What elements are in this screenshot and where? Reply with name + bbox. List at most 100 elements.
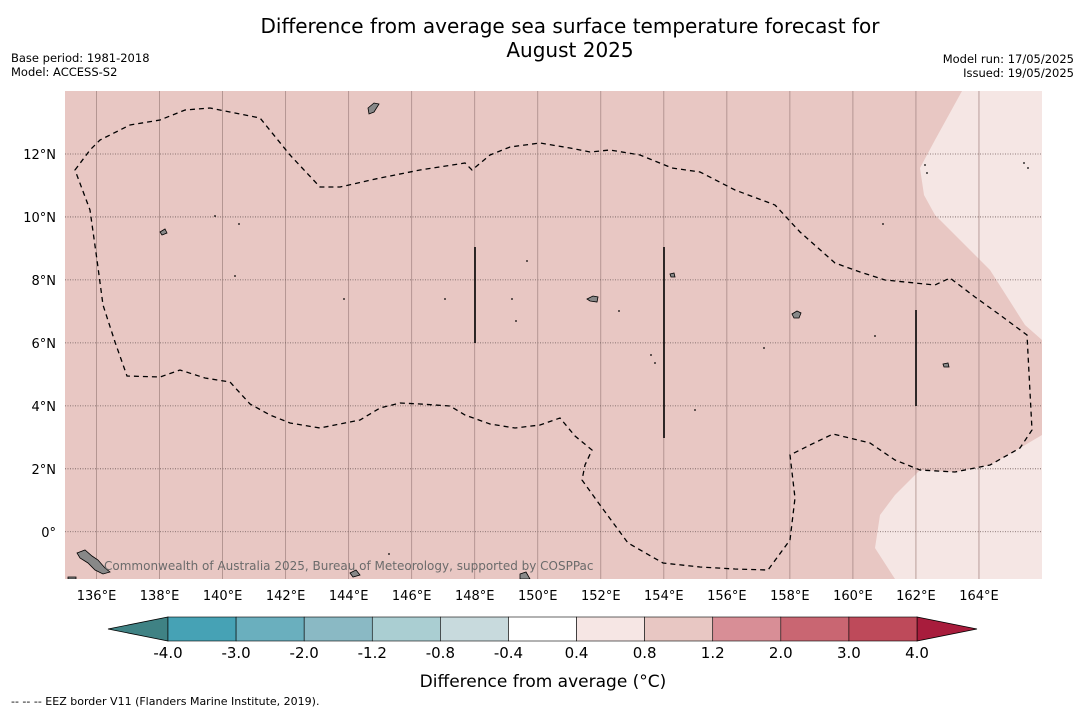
meta-right: Model run: 17/05/2025 Issued: 19/05/2025 (943, 52, 1074, 80)
colorbar-tick-label: 2.0 (769, 644, 793, 662)
colorbar-segment (440, 616, 509, 642)
colorbar-over-arrow (916, 616, 978, 642)
colorbar-tick-label: -0.8 (426, 644, 455, 662)
longitude-label: 154°E (644, 589, 684, 604)
island (669, 272, 676, 278)
boundary-segments (474, 247, 917, 438)
colorbar-tick-label: -1.2 (358, 644, 387, 662)
gridlines (65, 91, 1042, 579)
islet (926, 172, 928, 174)
colorbar-tick-label: -0.4 (494, 644, 523, 662)
longitude-label: 160°E (833, 589, 873, 604)
colorbar-tick-label: 0.4 (565, 644, 589, 662)
islands (67, 102, 950, 579)
colorbar-segment (576, 616, 645, 642)
colorbar-segment (712, 616, 782, 642)
colorbar-tick-label: -2.0 (290, 644, 319, 662)
islet (650, 354, 652, 356)
island (76, 549, 111, 575)
colorbar-tick-label: 1.2 (701, 644, 725, 662)
longitude-label: 164°E (959, 589, 999, 604)
colorbar-segment (167, 616, 237, 642)
latitude-label: 8°N (32, 274, 57, 289)
colorbar-label: Difference from average (°C) (420, 672, 667, 692)
colorbar-tick-label: 3.0 (837, 644, 861, 662)
islet (388, 553, 390, 555)
colorbar-segment (508, 616, 577, 642)
island (367, 102, 380, 115)
ocean-light-region-se (875, 435, 1042, 579)
islet (924, 164, 926, 166)
longitude-label: 146°E (392, 589, 432, 604)
latitude-label: 6°N (32, 337, 57, 352)
longitude-label: 142°E (266, 589, 306, 604)
longitude-label: 152°E (581, 589, 621, 604)
longitude-label: 148°E (455, 589, 495, 604)
islet (515, 320, 517, 322)
colorbar-tick-label: -3.0 (221, 644, 250, 662)
title-line-2: August 2025 (506, 38, 634, 62)
longitude-label: 140°E (203, 589, 243, 604)
longitude-label: 138°E (140, 589, 180, 604)
colorbar-segment (780, 616, 850, 642)
latitude-label: 4°N (32, 400, 57, 415)
islet (874, 335, 876, 337)
longitude-label: 144°E (329, 589, 369, 604)
latitude-label: 10°N (23, 211, 56, 226)
islet (234, 275, 236, 277)
footnote: -- -- -- EEZ border V11 (Flanders Marine… (11, 695, 320, 708)
islet (618, 310, 620, 312)
island (67, 576, 77, 579)
islet (511, 298, 513, 300)
meta-left: Base period: 1981-2018 Model: ACCESS-S2 (11, 51, 150, 79)
islet (526, 260, 528, 262)
colorbar-tick-label: 4.0 (905, 644, 929, 662)
island (586, 295, 599, 303)
eez-border (74, 107, 1033, 571)
island (349, 569, 361, 578)
colorbar-under-arrow (107, 616, 169, 642)
islet (214, 215, 216, 217)
longitude-label: 136°E (77, 589, 117, 604)
base-period: Base period: 1981-2018 (11, 51, 150, 65)
islet (1027, 167, 1029, 169)
latitude-label: 2°N (32, 463, 57, 478)
islet (343, 298, 345, 300)
island (519, 571, 531, 579)
latitude-labels: 12°N 10°N 8°N 6°N 4°N 2°N 0° (23, 148, 56, 541)
islet (694, 409, 696, 411)
longitude-label: 150°E (518, 589, 558, 604)
colorbar: -4.0 -3.0 -2.0 -1.2 -0.8 -0.4 0.4 0.8 1.2 2.0 3.0 4… (107, 616, 978, 662)
issued-date: Issued: 19/05/2025 (963, 66, 1074, 80)
model-run: Model run: 17/05/2025 (942, 52, 1074, 66)
small-islets (214, 162, 1029, 555)
model-name: Model: ACCESS-S2 (11, 65, 118, 79)
islet (1023, 162, 1025, 164)
longitude-label: 158°E (770, 589, 810, 604)
colorbar-segment (848, 616, 918, 642)
colorbar-segment (235, 616, 305, 642)
islet (763, 347, 765, 349)
longitude-label: 162°E (896, 589, 936, 604)
colorbar-segment (371, 616, 441, 642)
colorbar-tick-label: 0.8 (633, 644, 657, 662)
islet (238, 223, 240, 225)
ocean-light-region-ne (920, 91, 1042, 340)
islet (882, 223, 884, 225)
island (791, 310, 802, 319)
colorbar-segment (303, 616, 373, 642)
islet (444, 298, 446, 300)
ocean-main-region (65, 91, 1042, 579)
colorbar-segment (644, 616, 714, 642)
latitude-label: 12°N (23, 148, 56, 163)
island (942, 362, 950, 368)
latitude-label: 0° (41, 526, 56, 541)
map-title: Difference from average sea surface temp… (0, 14, 1085, 62)
copyright-text: Commonwealth of Australia 2025, Bureau o… (104, 559, 594, 573)
colorbar-tick-label: -4.0 (153, 644, 182, 662)
longitude-labels: 136°E 138°E 140°E 142°E 144°E 146°E 148°E 150°E… (77, 589, 999, 604)
island (159, 228, 168, 236)
islet (654, 362, 656, 364)
longitude-label: 156°E (707, 589, 747, 604)
